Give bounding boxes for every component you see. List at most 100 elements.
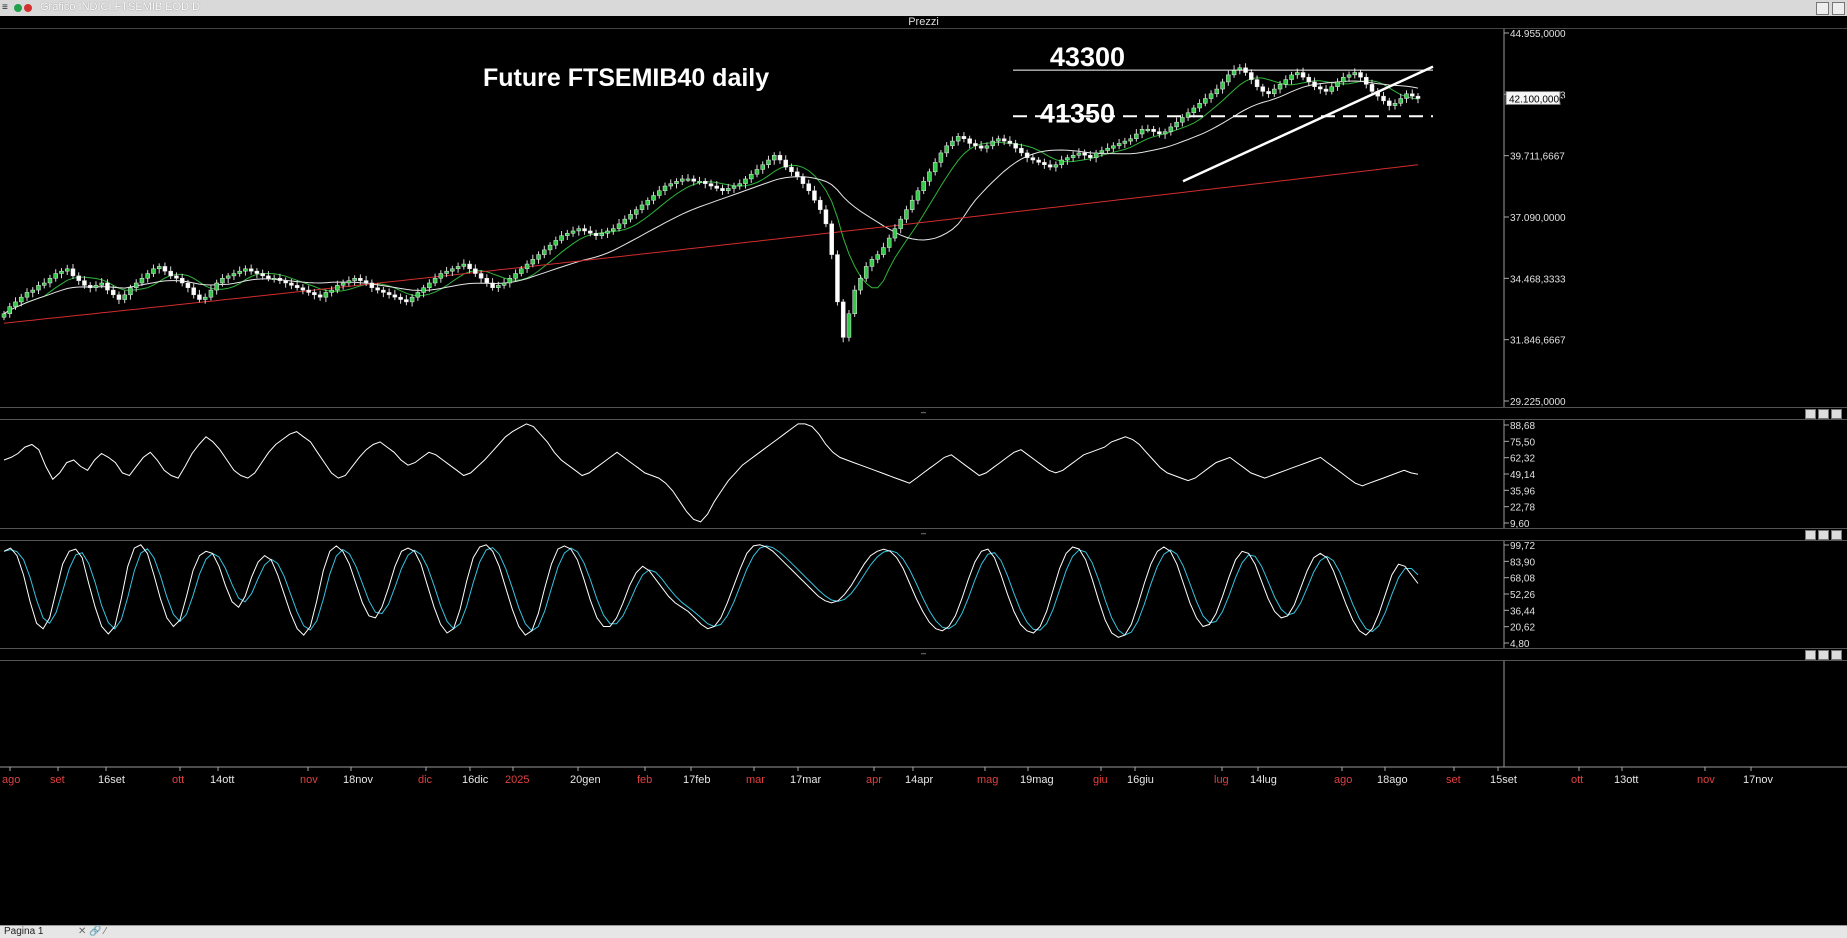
separator-handle[interactable]: – [920,648,926,658]
candle-up [432,278,438,284]
separator-handle[interactable]: – [920,528,926,538]
candle-down [812,190,817,201]
pane-minimize-button[interactable] [1805,650,1816,660]
candle-up [565,233,570,236]
candle-up [657,190,662,196]
candle-up [674,181,679,184]
rsi-tick-label: 49,14 [1510,470,1535,481]
candle-down [1036,159,1041,163]
candle-down [1001,138,1007,142]
stochastic-tick-label: 83,90 [1510,557,1535,568]
page-tab[interactable]: Pagina 1 [4,926,44,937]
candle-up [1231,69,1237,76]
pane-close-button[interactable] [1831,650,1842,660]
candle-down [708,183,714,187]
candle-down [1381,95,1386,102]
date-tick-label: 14lug [1250,774,1277,786]
pane-minimize-button[interactable] [1805,409,1816,419]
pane-close-button[interactable] [1831,530,1842,540]
candle-down [593,233,599,236]
candle-down [1047,164,1053,168]
rsi-tick-label: 35,96 [1510,486,1535,497]
minimize-button[interactable] [1816,2,1829,15]
candle-up [1346,74,1352,78]
candle-down [490,282,495,288]
tab-icons[interactable]: ✕ 🔗 ⁄ [78,926,107,937]
level-label: 41350 [1040,98,1115,128]
candle-down [300,287,306,291]
rsi-tick-label: 9,60 [1510,519,1530,530]
candle-up [611,228,616,232]
candle-down [817,199,823,210]
candle-up [955,136,961,142]
price-pane-label: Prezzi [0,16,1847,29]
candle-up [766,159,771,165]
date-tick-label: dic [418,774,433,786]
candle-down [277,278,283,281]
candle-down [794,171,800,177]
maximize-button[interactable] [1832,2,1845,15]
nav-arrow-icon[interactable] [24,4,32,12]
date-tick-label: ott [172,774,184,786]
candle-up [1174,121,1179,128]
candle-up [685,178,691,181]
candle-down [1415,95,1421,99]
date-tick-label: set [1446,774,1461,786]
price-tick-label: 44.955,0000 [1510,29,1566,40]
candle-up [36,285,41,291]
pane-close-button[interactable] [1831,409,1842,419]
candle-down [1024,152,1030,158]
moving-average-line [3,77,1419,315]
candle-down [82,280,87,286]
date-tick-label: ago [1334,774,1352,786]
date-tick-label: 17nov [1743,774,1773,786]
candle-up [1289,74,1294,80]
candle-up [455,266,461,270]
candle-up [461,263,467,267]
stochastic-tick-label: 4,80 [1510,639,1530,650]
candle-up [725,188,731,191]
date-tick-label: 16giu [1127,774,1154,786]
candle-up [875,254,880,260]
candle-up [662,185,668,191]
candle-up [524,263,530,270]
candle-down [588,230,593,234]
candle-up [519,268,524,274]
candle-up [1111,145,1116,149]
candle-down [363,280,369,284]
candle-up [1283,79,1289,85]
price-tick-label: 34.468,3333 [1510,274,1566,285]
separator-handle[interactable]: – [920,407,926,417]
candle-down [1312,81,1317,87]
candle-up [231,273,237,277]
pane-separator-stochastic[interactable]: – [0,528,1847,541]
candle-up [1295,72,1300,76]
candle-up [944,145,949,154]
candle-up [616,223,622,229]
candle-up [639,204,645,210]
candle-up [536,254,541,260]
candle-up [352,278,357,281]
candle-down [179,278,185,284]
candle-up [1162,131,1168,135]
pane-minimize-button[interactable] [1805,530,1816,540]
candle-down [116,294,122,300]
pane-restore-button[interactable] [1818,530,1829,540]
pane-separator-empty[interactable]: – [0,648,1847,661]
date-tick-label: 13ott [1614,774,1638,786]
candle-up [53,273,58,279]
candle-down [1306,76,1312,83]
rsi-tick-label: 88,68 [1510,421,1535,432]
pane-restore-button[interactable] [1818,650,1829,660]
pane-separator-rsi[interactable]: – [0,407,1847,420]
menu-icon[interactable]: ≡ [2,2,8,13]
candle-down [266,275,271,279]
candle-down [1013,143,1018,149]
candle-up [64,268,70,272]
candle-up [950,140,955,147]
candle-up [237,270,242,274]
candle-down [76,275,81,281]
stochastic-tick-label: 99,72 [1510,541,1535,552]
pane-restore-button[interactable] [1818,409,1829,419]
candle-up [1122,140,1128,144]
